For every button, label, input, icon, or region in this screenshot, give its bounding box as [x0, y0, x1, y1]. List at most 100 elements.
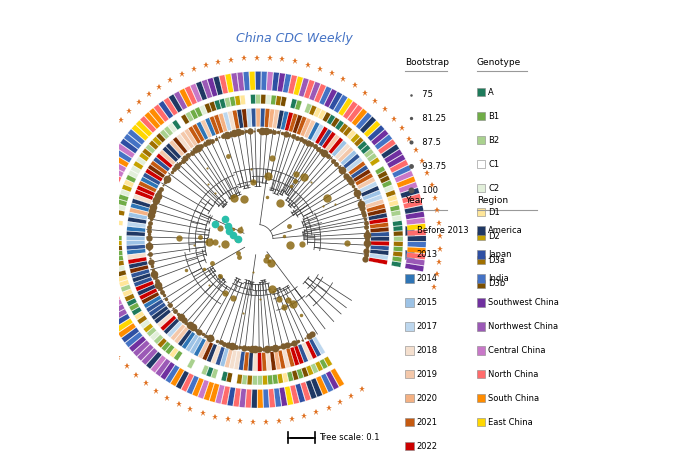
Wedge shape	[129, 261, 148, 269]
Wedge shape	[263, 389, 270, 408]
Wedge shape	[134, 311, 144, 320]
Wedge shape	[234, 96, 241, 106]
Wedge shape	[379, 175, 390, 183]
Wedge shape	[150, 161, 167, 175]
Text: 2019: 2019	[416, 370, 438, 379]
Text: 93.75: 93.75	[416, 162, 446, 171]
Wedge shape	[132, 273, 151, 283]
Wedge shape	[174, 327, 189, 343]
Wedge shape	[115, 209, 125, 216]
Wedge shape	[220, 348, 229, 366]
Text: China CDC Weekly: China CDC Weekly	[237, 32, 353, 45]
Wedge shape	[293, 115, 302, 133]
Wedge shape	[160, 315, 176, 331]
Wedge shape	[358, 141, 368, 150]
Wedge shape	[407, 224, 426, 230]
Wedge shape	[295, 100, 302, 110]
Wedge shape	[164, 97, 178, 116]
Text: 100: 100	[416, 186, 438, 195]
Wedge shape	[106, 304, 125, 317]
Wedge shape	[391, 261, 401, 267]
Wedge shape	[133, 194, 152, 204]
Wedge shape	[407, 230, 426, 236]
Wedge shape	[251, 108, 256, 127]
Wedge shape	[127, 236, 145, 240]
Wedge shape	[328, 137, 343, 154]
Wedge shape	[127, 231, 145, 236]
Wedge shape	[113, 225, 122, 230]
Bar	[405, 322, 414, 331]
Text: C1: C1	[489, 160, 499, 169]
Wedge shape	[120, 138, 138, 154]
Wedge shape	[286, 348, 295, 367]
Wedge shape	[314, 84, 326, 103]
Wedge shape	[185, 86, 197, 105]
Wedge shape	[218, 113, 228, 132]
Wedge shape	[121, 327, 139, 343]
Wedge shape	[125, 294, 135, 301]
Wedge shape	[393, 242, 403, 246]
Wedge shape	[262, 352, 267, 371]
Wedge shape	[360, 186, 379, 197]
Wedge shape	[322, 112, 331, 122]
Wedge shape	[260, 108, 265, 127]
Wedge shape	[368, 125, 384, 141]
Wedge shape	[311, 363, 318, 373]
Wedge shape	[117, 143, 135, 158]
Wedge shape	[119, 280, 130, 287]
Wedge shape	[349, 161, 365, 175]
Wedge shape	[405, 206, 424, 214]
Text: South China: South China	[489, 394, 540, 403]
Wedge shape	[91, 211, 110, 219]
Wedge shape	[256, 95, 260, 104]
Wedge shape	[392, 256, 402, 262]
Wedge shape	[302, 343, 313, 361]
Wedge shape	[216, 347, 225, 366]
Wedge shape	[141, 348, 158, 365]
Wedge shape	[271, 95, 277, 105]
Wedge shape	[153, 136, 162, 146]
Wedge shape	[168, 123, 177, 133]
Text: 81.25: 81.25	[416, 114, 446, 123]
Wedge shape	[169, 94, 183, 112]
Wedge shape	[139, 288, 158, 300]
Wedge shape	[197, 363, 204, 373]
Wedge shape	[282, 349, 290, 368]
Wedge shape	[308, 122, 320, 140]
Text: East China: East China	[489, 418, 533, 427]
Wedge shape	[133, 161, 144, 170]
Text: D1: D1	[489, 207, 500, 217]
Wedge shape	[296, 116, 307, 135]
Wedge shape	[370, 249, 388, 255]
Wedge shape	[270, 352, 276, 370]
Wedge shape	[153, 157, 170, 171]
Wedge shape	[283, 74, 291, 93]
Wedge shape	[309, 82, 321, 100]
Wedge shape	[209, 116, 220, 135]
Wedge shape	[194, 338, 206, 356]
Bar	[405, 298, 414, 307]
Wedge shape	[211, 368, 218, 378]
Wedge shape	[354, 137, 364, 147]
Wedge shape	[277, 373, 284, 384]
Wedge shape	[188, 126, 201, 144]
Wedge shape	[145, 169, 163, 182]
Wedge shape	[139, 153, 149, 161]
Wedge shape	[124, 179, 134, 188]
Bar	[477, 256, 485, 264]
Wedge shape	[393, 251, 402, 257]
Wedge shape	[111, 154, 129, 167]
Wedge shape	[179, 89, 193, 107]
Wedge shape	[364, 149, 374, 158]
Wedge shape	[355, 173, 373, 186]
Wedge shape	[122, 289, 133, 297]
Wedge shape	[137, 315, 147, 324]
Wedge shape	[117, 199, 127, 206]
Wedge shape	[327, 114, 335, 125]
Wedge shape	[265, 108, 270, 127]
Text: Before 2013: Before 2013	[416, 226, 468, 235]
Wedge shape	[113, 148, 132, 163]
Wedge shape	[392, 165, 411, 178]
Wedge shape	[398, 182, 418, 193]
Text: D3a: D3a	[489, 255, 505, 265]
